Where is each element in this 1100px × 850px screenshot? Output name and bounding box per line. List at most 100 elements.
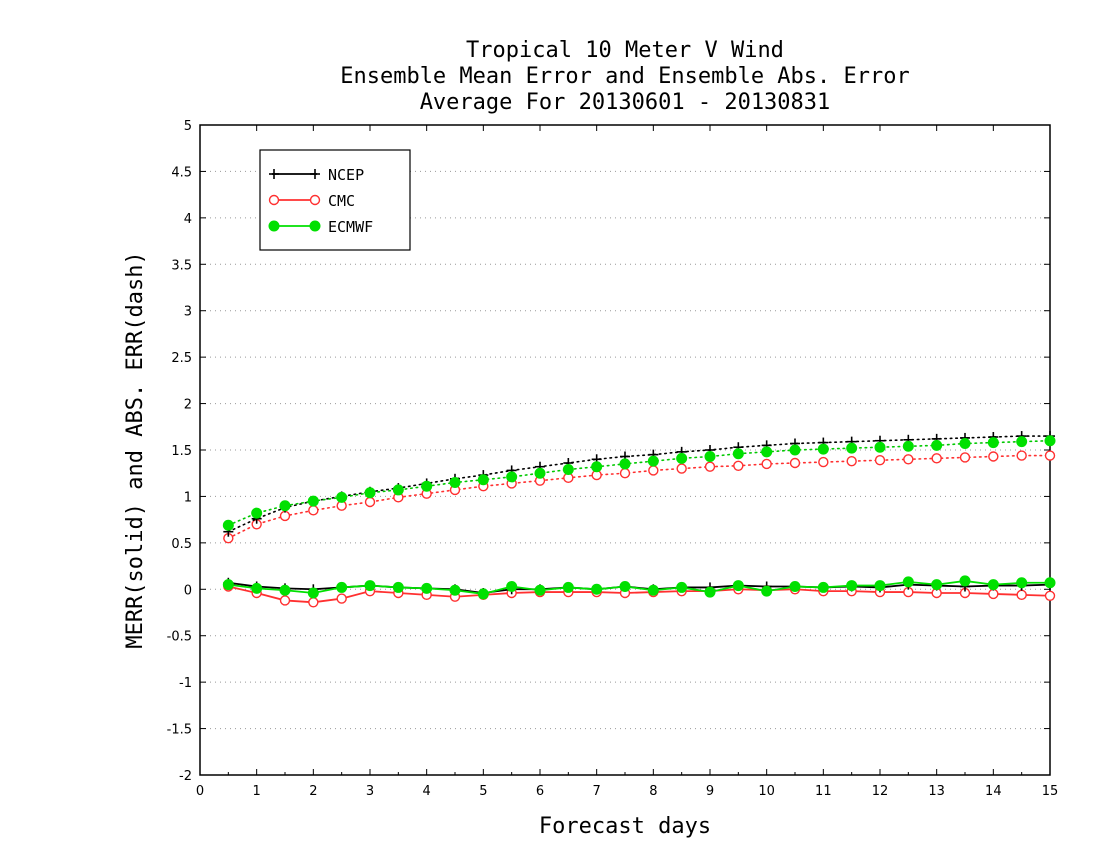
- series-cmc-mean-error-point: [336, 593, 347, 604]
- series-ecmwf-abs-error-point: [392, 484, 404, 496]
- series-cmc-abs-error-point: [1044, 450, 1056, 461]
- series-ecmwf-mean-error-point: [817, 581, 829, 593]
- x-tick-label: 10: [758, 784, 775, 799]
- x-tick-label: 1: [253, 784, 261, 799]
- series-ecmwf-abs-error-point: [591, 461, 603, 473]
- x-tick-label: 3: [366, 784, 374, 799]
- series-ecmwf-abs-error-point: [902, 440, 914, 452]
- series-cmc-abs-error-point: [619, 468, 631, 479]
- series-cmc-mean-error-point: [279, 595, 291, 606]
- x-tick-label: 2: [309, 784, 317, 799]
- series-ecmwf-mean-error-point: [902, 576, 914, 588]
- chart-title-line-1: Tropical 10 Meter V Wind: [466, 38, 784, 63]
- series-cmc-abs-error-point: [648, 465, 659, 476]
- series-ecmwf-abs-error-point: [562, 464, 574, 475]
- y-tick-label: 1: [184, 490, 192, 505]
- series-cmc-abs-error-point: [903, 454, 914, 465]
- series-cmc-abs-error-point: [733, 460, 744, 471]
- chart-title-line-2: Ensemble Mean Error and Ensemble Abs. Er…: [340, 64, 910, 89]
- legend-ncep-marker-left: [269, 169, 279, 179]
- series-ecmwf-abs-error-point: [676, 452, 688, 464]
- series-ecmwf-abs-error-point: [251, 507, 263, 519]
- series-cmc-abs-error-point: [789, 457, 801, 469]
- series-ecmwf-abs-error-point: [421, 480, 433, 492]
- x-tick-label: 13: [928, 784, 945, 799]
- series-cmc-abs-error-point: [874, 455, 886, 466]
- series-ecmwf-abs-error-point: [647, 455, 659, 467]
- series-ecmwf-mean-error-point: [364, 580, 376, 592]
- series-ecmwf-mean-error-point: [874, 580, 886, 592]
- series-ecmwf-abs-error-point: [449, 477, 461, 488]
- series-cmc-abs-error-point: [818, 456, 829, 468]
- series-cmc-abs-error-point: [364, 496, 376, 508]
- series-cmc-abs-error-point: [959, 452, 971, 463]
- series-cmc-abs-error-point: [704, 461, 716, 472]
- series-ecmwf-abs-error-point: [534, 467, 546, 479]
- y-axis-label: MERR(solid) and ABS. ERR(dash): [123, 251, 148, 648]
- series-ecmwf-abs-error-point: [506, 471, 518, 483]
- series-ecmwf-mean-error-point: [1044, 577, 1056, 589]
- series-ecmwf-abs-error-point: [874, 441, 886, 453]
- y-tick-label: 0: [184, 583, 192, 598]
- y-tick-label: -1: [179, 676, 192, 691]
- series-ecmwf-mean-error-point: [534, 584, 546, 596]
- y-tick-label: 1.5: [171, 444, 192, 459]
- series-ecmwf-mean-error-point: [647, 584, 659, 596]
- x-tick-label: 8: [649, 784, 657, 799]
- series-ecmwf-abs-error-point: [279, 500, 291, 512]
- series-ecmwf-mean-error-point: [562, 581, 574, 593]
- series-ecmwf-mean-error-point: [846, 580, 858, 592]
- series-cmc-abs-error-point: [988, 451, 999, 462]
- series-ecmwf-abs-error-point: [1044, 435, 1056, 447]
- series-cmc-abs-error-point: [308, 505, 319, 516]
- series-ecmwf-abs-error-point: [619, 458, 631, 470]
- series-cmc-abs-error-point: [676, 463, 687, 474]
- series-layer: [222, 431, 1056, 608]
- chart-title-line-3: Average For 20130601 - 20130831: [419, 90, 831, 115]
- y-tick-label: -0.5: [167, 630, 192, 645]
- series-ecmwf-mean-error-point: [477, 588, 489, 600]
- x-tick-label: 14: [985, 784, 1002, 799]
- series-ecmwf-abs-error-point: [987, 437, 999, 449]
- grid-layer: [200, 170, 1050, 730]
- series-cmc-abs-error-point: [846, 455, 857, 467]
- legend-ecmwf-marker-left: [268, 220, 280, 232]
- legend-cmc-label: CMC: [328, 192, 355, 210]
- y-tick-label: 4: [184, 212, 192, 227]
- series-ecmwf-abs-error-point: [704, 451, 716, 462]
- series-cmc-mean-error-point: [1044, 590, 1056, 601]
- legend-ncep-label: NCEP: [328, 166, 364, 184]
- series-ecmwf-mean-error-point: [307, 587, 319, 599]
- y-tick-label: 0.5: [171, 537, 192, 552]
- series-ecmwf-mean-error-point: [392, 581, 404, 593]
- series-ecmwf-abs-error-point: [222, 519, 234, 531]
- series-ecmwf-mean-error-point: [421, 582, 433, 594]
- x-tick-label: 5: [479, 784, 487, 799]
- series-ncep-abs-error-line: [227, 435, 1051, 533]
- series-cmc-abs-error-point: [1016, 450, 1027, 461]
- legend-ecmwf-marker-right: [309, 220, 321, 232]
- x-axis-label: Forecast days: [539, 814, 711, 839]
- x-tick-label: 9: [706, 784, 714, 799]
- series-cmc-mean-error-point: [308, 597, 319, 608]
- series-ecmwf-abs-error-point: [307, 495, 319, 507]
- plot-frame: [199, 124, 1051, 776]
- series-ecmwf-abs-error-point: [789, 444, 801, 456]
- x-tick-label: 6: [536, 784, 544, 799]
- series-ecmwf-mean-error-point: [619, 581, 631, 592]
- x-tick-label: 15: [1042, 784, 1059, 799]
- series-ecmwf-abs-error-point: [931, 439, 943, 451]
- x-tick-label: 4: [423, 784, 431, 799]
- y-tick-label: 5: [184, 119, 192, 134]
- series-ecmwf-abs-error-point: [364, 487, 376, 499]
- series-ecmwf-mean-error-point: [931, 579, 943, 591]
- legend-cmc-marker-right: [309, 194, 321, 206]
- series-ecmwf-mean-error-point: [222, 579, 234, 591]
- y-tick-label: -2: [179, 769, 192, 784]
- y-tick-label: 3.5: [171, 258, 192, 273]
- series-ecmwf-mean-error-point: [449, 584, 461, 596]
- y-tick-label: 4.5: [171, 165, 192, 180]
- series-cmc-mean-error-point: [1016, 589, 1027, 601]
- series-cmc-mean-error-point: [988, 588, 999, 600]
